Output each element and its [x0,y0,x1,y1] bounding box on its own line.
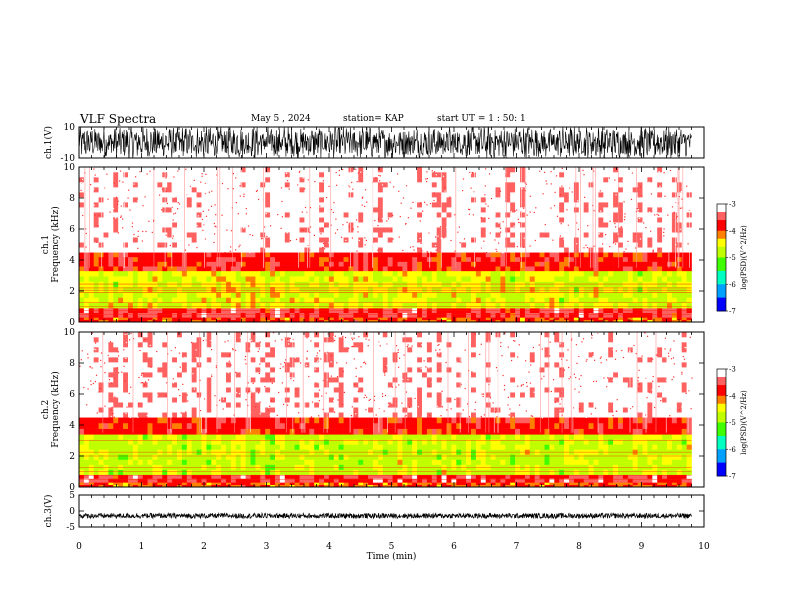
ch1-spectrogram-y-tick-0: 0 [69,318,75,328]
ch2-spectrogram-y-tick-0: 0 [69,483,75,493]
ch1-spectrogram-colorbar-tick-1: -4 [729,227,736,235]
ch2-spectrogram-colorbar-tick-3: -6 [729,446,736,454]
ch2-spectrogram-colorbar-tick-1: -4 [729,392,736,400]
x-tick-0: 0 [76,542,82,552]
ch3-waveform-trace [78,511,692,520]
ch1-waveform-trace [79,127,692,158]
ch2-spectrogram-colorbar: -3 -4 -5 -6 -7 log(PSD)(V^2/Hz) [716,366,748,481]
x-tick-8: 8 [576,542,582,552]
ch2-spectrogram-image [79,332,704,488]
station-label: station= KAP [343,114,404,124]
x-tick-3: 3 [264,542,270,552]
ch1-spectrogram-y-tick-4: 8 [69,194,75,204]
x-tick-1: 1 [139,542,145,552]
x-tick-9: 9 [639,542,645,552]
ch1-spectrogram-colorbar-tick-0: -3 [729,201,736,209]
ch1-waveform-ylabel: ch.1(V) [43,126,54,159]
ch1-spectrogram-colorbar-label: log(PSD)(V^2/Hz) [740,225,748,290]
ch2-spectrogram-ylabel: ch.2 Frequency (kHz) [41,371,61,448]
ch2-spectrogram-colorbar-tick-2: -5 [729,419,736,427]
ch2-spectrogram-colorbar-label: log(PSD)(V^2/Hz) [740,390,748,455]
x-tick-4: 4 [326,542,332,552]
ch3-waveform-ylabel: ch.3(V) [43,495,54,528]
ch2-spectrogram-y-tick-1: 2 [69,452,75,462]
ch3-waveform-y-tick-2: -5 [66,523,75,533]
ch2-spectrogram-ylabel-line-1: Frequency (kHz) [50,371,61,448]
x-tick-10: 10 [698,542,710,552]
ch2-spectrogram-y-tick-2: 4 [69,421,75,431]
ch1-spectrogram-ylabel-line-0: ch.1 [41,235,51,254]
ch1-waveform-ylabel-line-0: ch.1(V) [43,126,54,159]
ch1-spectrogram-y-tick-5: 10 [64,163,76,173]
ch1-waveform-y-tick-1: -10 [61,154,76,164]
ch1-spectrogram-colorbar: -3 -4 -5 -6 -7 log(PSD)(V^2/Hz) [716,201,748,316]
x-axis-label: Time (min) [367,551,417,562]
ch1-spectrogram-ylabel: ch.1 Frequency (kHz) [41,206,61,283]
ch2-spectrogram-y-tick-3: 6 [69,390,75,400]
ch1-spectrogram-colorbar-tick-3: -6 [729,281,736,289]
ch1-waveform-y-tick-0: 10 [64,123,76,133]
x-tick-2: 2 [201,542,207,552]
start-time-label: start UT = 1 : 50: 1 [437,114,526,124]
ch2-spectrogram-y-tick-4: 8 [69,359,75,369]
x-tick-6: 6 [451,542,457,552]
x-tick-7: 7 [514,542,520,552]
ch1-spectrogram-colorbar-tick-4: -7 [729,308,736,316]
ch2-spectrogram-y-tick-5: 10 [64,328,76,338]
ch3-waveform-y-tick-0: 5 [69,491,75,501]
date-label: May 5 , 2024 [251,114,311,124]
ch1-spectrogram-colorbar-tick-2: -5 [729,254,736,262]
ch2-spectrogram-colorbar-tick-0: -3 [729,366,736,374]
ch2-spectrogram-colorbar-tick-4: -7 [729,473,736,481]
x-tick-5: 5 [389,542,395,552]
ch2-spectrogram-ylabel-line-0: ch.2 [41,400,51,419]
ch3-waveform-y-tick-1: 0 [69,507,75,517]
ch1-spectrogram-ylabel-line-1: Frequency (kHz) [50,206,61,283]
ch1-spectrogram-image [79,167,704,323]
ch1-spectrogram-y-tick-2: 4 [69,256,75,266]
ch3-waveform-ylabel-line-0: ch.3(V) [43,495,54,528]
ch1-spectrogram-y-tick-1: 2 [69,287,75,297]
ch1-spectrogram-y-tick-3: 6 [69,225,75,235]
figure-title: VLF Spectra [80,112,157,126]
